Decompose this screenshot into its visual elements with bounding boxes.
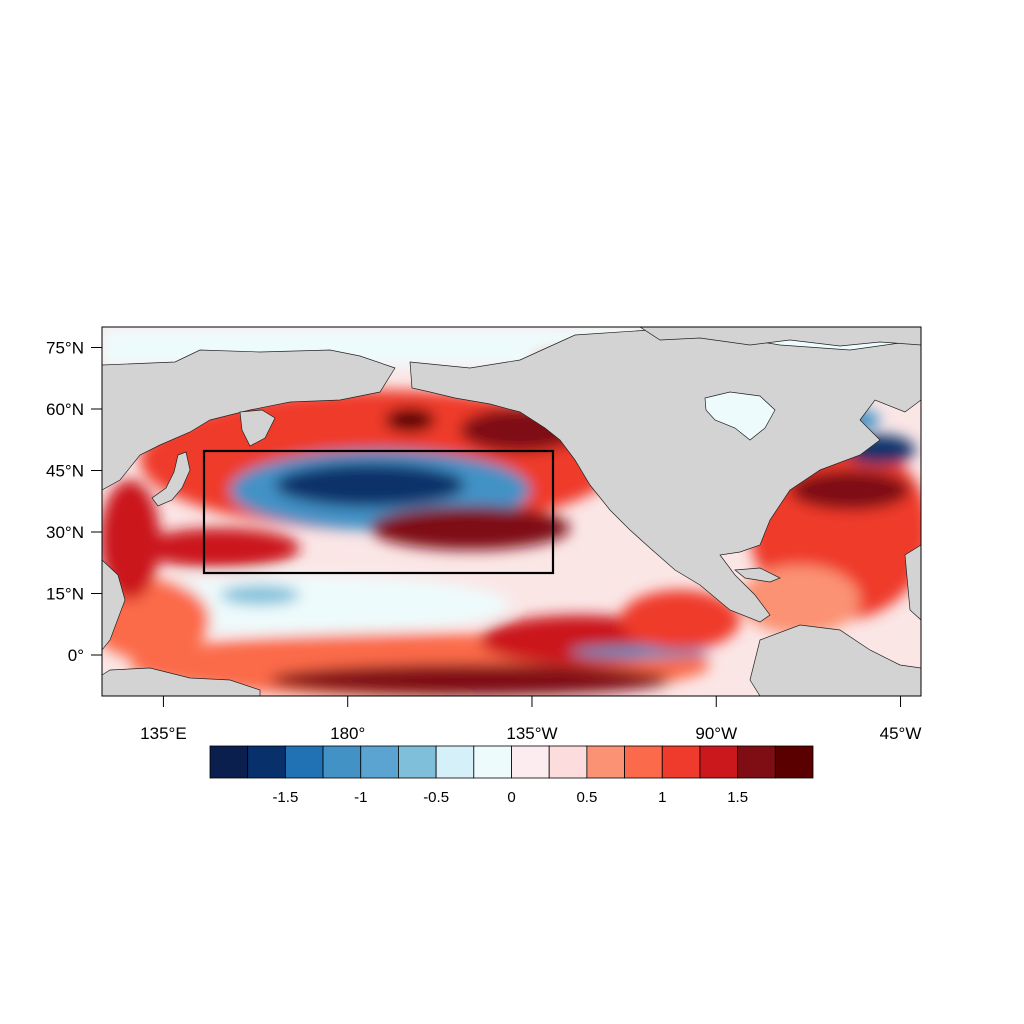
colorbar-label: -1.5	[272, 789, 298, 806]
colorbar-label: 1	[658, 789, 666, 806]
lat-tick-label: 75°N	[46, 339, 84, 358]
colorbar-swatch	[737, 745, 776, 779]
lon-tick-label: 180°	[330, 724, 365, 743]
colorbar-label: -1	[354, 789, 367, 806]
land-north-america	[409, 329, 921, 623]
colorbar-swatch	[661, 745, 701, 779]
latitude-axis: 75°N 60°N 45°N 30°N 15°N 0°	[46, 339, 102, 665]
study-region-box	[202, 449, 555, 575]
colorbar-label: -0.5	[423, 789, 449, 806]
colorbar-label: 1.5	[727, 789, 748, 806]
land-south-america	[749, 624, 921, 696]
colorbar-swatch	[247, 745, 286, 779]
colorbar-swatch	[398, 745, 437, 779]
land-indonesia	[102, 667, 261, 696]
colorbar-swatch	[511, 745, 550, 779]
lon-tick-label: 135°W	[506, 724, 557, 743]
colorbar-swatch	[435, 745, 475, 779]
map-frame	[101, 326, 922, 697]
colorbar-label: 0	[507, 789, 515, 806]
land-arctic-islands	[639, 327, 921, 347]
land-cuba	[734, 567, 781, 583]
colorbar-swatch	[360, 745, 399, 779]
lat-tick-label: 0°	[68, 646, 84, 665]
colorbar-label: 0.5	[576, 789, 597, 806]
map-panel	[102, 327, 921, 696]
colorbar-swatch	[548, 745, 588, 779]
lat-tick-label: 60°N	[46, 400, 84, 419]
colorbar-swatch	[473, 745, 512, 779]
colorbar-swatch	[284, 745, 324, 779]
colorbar-swatch	[322, 745, 362, 779]
lon-tick-label: 45°W	[880, 724, 922, 743]
land-se-asia	[102, 559, 126, 651]
colorbar: -1.5 -1 -0.5 0 0.5 1 1.5	[209, 745, 814, 806]
colorbar-swatch	[774, 745, 814, 779]
colorbar-swatch	[209, 745, 249, 779]
lon-tick-label: 90°W	[695, 724, 737, 743]
colorbar-swatch	[586, 745, 625, 779]
lat-tick-label: 30°N	[46, 523, 84, 542]
colorbar-swatch	[624, 745, 663, 779]
land-japan	[151, 451, 191, 507]
lat-tick-label: 45°N	[46, 462, 84, 481]
water-hudson-bay	[704, 391, 776, 441]
colorbar-swatch	[699, 745, 739, 779]
longitude-axis: 135°E 180° 135°W 90°W 45°W	[140, 696, 921, 743]
land-africa	[904, 544, 921, 621]
land-asia	[102, 349, 396, 491]
land-kamchatka	[239, 409, 276, 447]
land-masses	[102, 327, 921, 696]
lon-tick-label: 135°E	[140, 724, 187, 743]
lat-tick-label: 15°N	[46, 585, 84, 604]
